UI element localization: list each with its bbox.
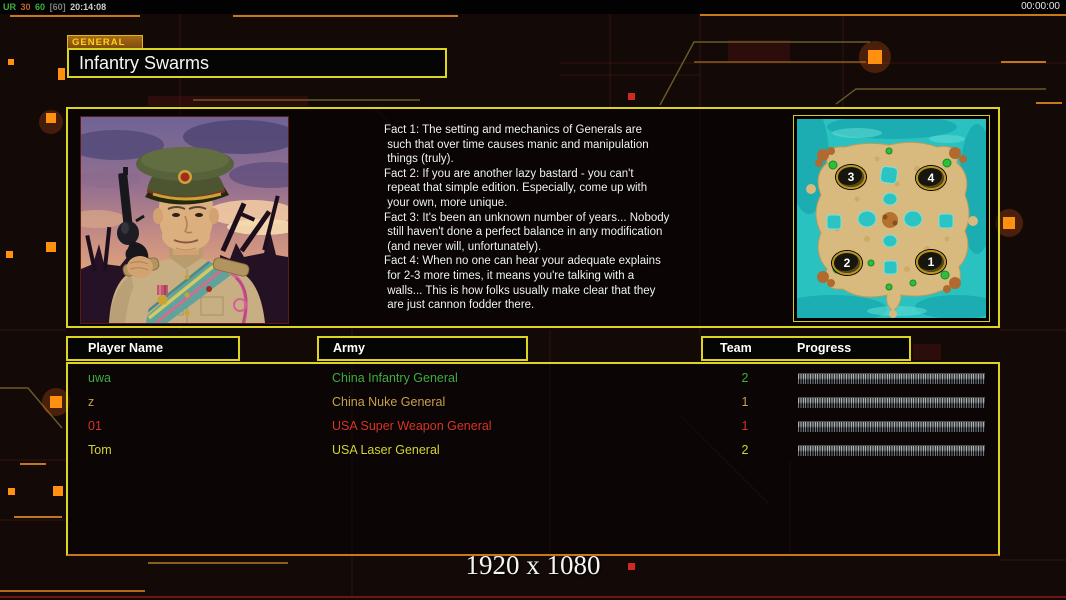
- players-table: uwa China Infantry General 2 z China Nuk…: [66, 362, 1000, 556]
- player-name: 01: [88, 419, 102, 433]
- general-portrait-art: [81, 117, 288, 323]
- loading-facts-text: Fact 1: The setting and mechanics of Gen…: [384, 124, 670, 312]
- player-army: China Nuke General: [332, 395, 446, 409]
- player-army: China Infantry General: [332, 371, 458, 385]
- player-progress-bar: [798, 397, 985, 408]
- player-progress-bar: [798, 421, 985, 432]
- player-progress-bar: [798, 445, 985, 456]
- column-header-team-progress: Team Progress: [701, 336, 911, 361]
- map-start-position-1: 1: [916, 250, 946, 274]
- player-name: Tom: [88, 443, 112, 457]
- system-clock: 20:14:08: [70, 2, 107, 12]
- player-row: 01 USA Super Weapon General 1: [68, 414, 998, 438]
- fps-value: 30: [20, 2, 31, 12]
- player-row: uwa China Infantry General 2: [68, 366, 998, 390]
- column-header-player-name: Player Name: [66, 336, 240, 361]
- resolution-label: 1920 x 1080: [465, 550, 601, 580]
- top-status-bar: [0, 0, 1066, 14]
- map-preview-panel: 3 4 2 1: [777, 104, 999, 323]
- map-title: Infantry Swarms: [67, 48, 447, 78]
- column-header-army: Army: [317, 336, 528, 361]
- bottom-divider-line: [0, 596, 1066, 598]
- player-team: 2: [741, 443, 749, 457]
- map-start-position-3: 3: [836, 165, 866, 189]
- map-preview-art: [777, 104, 999, 323]
- player-row: Tom USA Laser General 2: [68, 438, 998, 462]
- player-row: z China Nuke General 1: [68, 390, 998, 414]
- general-portrait: [80, 116, 289, 324]
- map-start-position-4: 4: [916, 166, 946, 190]
- general-tab-label: GENERAL: [67, 35, 143, 49]
- map-preview: 3 4 2 1: [777, 104, 999, 323]
- player-army: USA Laser General: [332, 443, 440, 457]
- fps-max: 60: [35, 2, 46, 12]
- briefing-panel: Fact 1: The setting and mechanics of Gen…: [66, 104, 1000, 328]
- fps-cap: [60]: [49, 2, 66, 12]
- net-indicator: UR: [3, 2, 16, 12]
- player-progress-bar: [798, 373, 985, 384]
- player-name: z: [88, 395, 95, 409]
- player-army: USA Super Weapon General: [332, 419, 492, 433]
- column-header-progress: Progress: [797, 341, 852, 355]
- performance-overlay: UR 30 60 [60] 20:14:08: [3, 2, 108, 12]
- player-name: uwa: [88, 371, 111, 385]
- player-team: 2: [741, 371, 749, 385]
- map-start-position-2: 2: [832, 251, 862, 275]
- player-team: 1: [741, 395, 749, 409]
- match-timer: 00:00:00: [1021, 1, 1060, 12]
- player-team: 1: [741, 419, 749, 433]
- column-header-team: Team: [720, 341, 752, 355]
